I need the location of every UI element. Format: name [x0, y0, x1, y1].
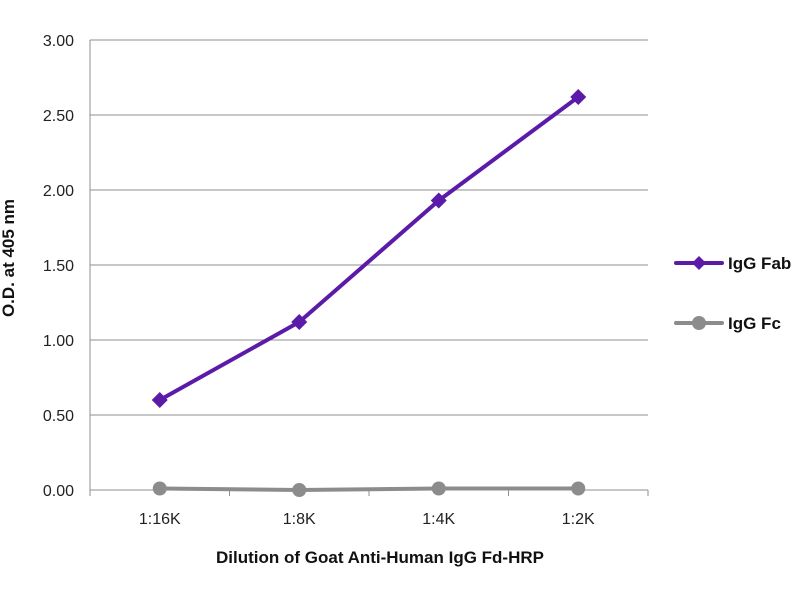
axes: 0.00 0.50 1.00 1.50 2.00 2.50 3.00 1:16K 1:8K 1:4… — [43, 33, 649, 528]
legend-label: IgG Fab — [728, 254, 791, 273]
y-axis-title: O.D. at 405 nm — [0, 199, 18, 317]
x-axis-title: Dilution of Goat Anti-Human IgG Fd-HRP — [216, 548, 544, 567]
series-line — [157, 95, 581, 402]
legend: IgG Fab IgG Fc — [674, 254, 791, 333]
data-point-marker — [291, 314, 308, 330]
data-point-marker — [292, 483, 307, 497]
data-point-marker — [571, 481, 586, 496]
data-point-marker — [152, 481, 167, 496]
data-point-marker — [151, 392, 168, 408]
data-point-marker — [570, 89, 587, 105]
series-igg-fc — [152, 481, 586, 497]
legend-item: IgG Fab — [674, 254, 791, 273]
y-tick-label: 0.50 — [43, 408, 74, 425]
y-tick-label: 1.00 — [43, 333, 74, 350]
y-tick-label: 2.00 — [43, 183, 74, 200]
y-tick-label: 1.50 — [43, 258, 74, 275]
series-igg-fab — [151, 89, 587, 408]
series-lines — [151, 89, 587, 497]
x-tick-label: 1:16K — [139, 511, 181, 528]
data-point-marker — [431, 481, 446, 496]
series-line — [157, 486, 581, 492]
y-tick-label: 3.00 — [43, 33, 74, 50]
legend-marker — [692, 256, 706, 270]
y-tick-label: 2.50 — [43, 108, 74, 125]
x-tick-label: 1:8K — [283, 511, 316, 528]
legend-marker — [692, 316, 706, 330]
legend-label: IgG Fc — [728, 314, 781, 333]
data-point-marker — [430, 192, 447, 209]
x-tick-label: 1:2K — [562, 511, 595, 528]
legend-item: IgG Fc — [674, 314, 781, 333]
x-tick-label: 1:4K — [422, 511, 455, 528]
gridlines — [90, 39, 648, 416]
y-tick-label: 0.00 — [43, 483, 74, 500]
